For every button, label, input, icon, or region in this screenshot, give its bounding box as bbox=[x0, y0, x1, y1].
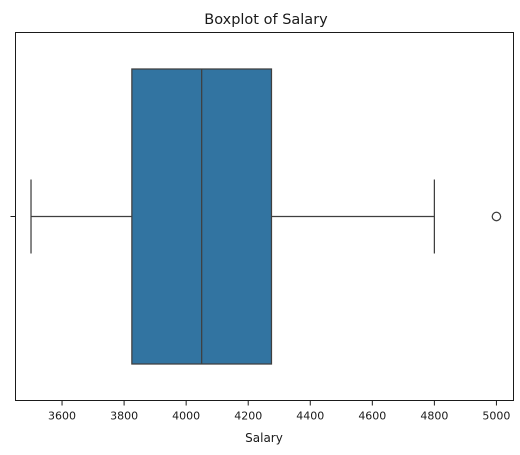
x-tick-label: 3800 bbox=[110, 410, 138, 423]
x-tick-label: 5000 bbox=[482, 410, 510, 423]
x-tick-label: 4200 bbox=[234, 410, 262, 423]
x-tick-label: 4400 bbox=[296, 410, 324, 423]
chart-title: Boxplot of Salary bbox=[204, 12, 328, 28]
box-series-0 bbox=[30, 68, 502, 365]
x-tick-label: 3600 bbox=[48, 410, 76, 423]
plot-area bbox=[30, 68, 502, 365]
x-axis: 3600 3800 4000 4200 4400 4600 4800 5000 bbox=[48, 400, 510, 423]
outlier-point bbox=[491, 211, 502, 222]
x-tick-label: 4600 bbox=[358, 410, 386, 423]
x-tick-label: 4800 bbox=[420, 410, 448, 423]
x-axis-label: Salary bbox=[245, 431, 283, 445]
x-tick-label: 4000 bbox=[172, 410, 200, 423]
